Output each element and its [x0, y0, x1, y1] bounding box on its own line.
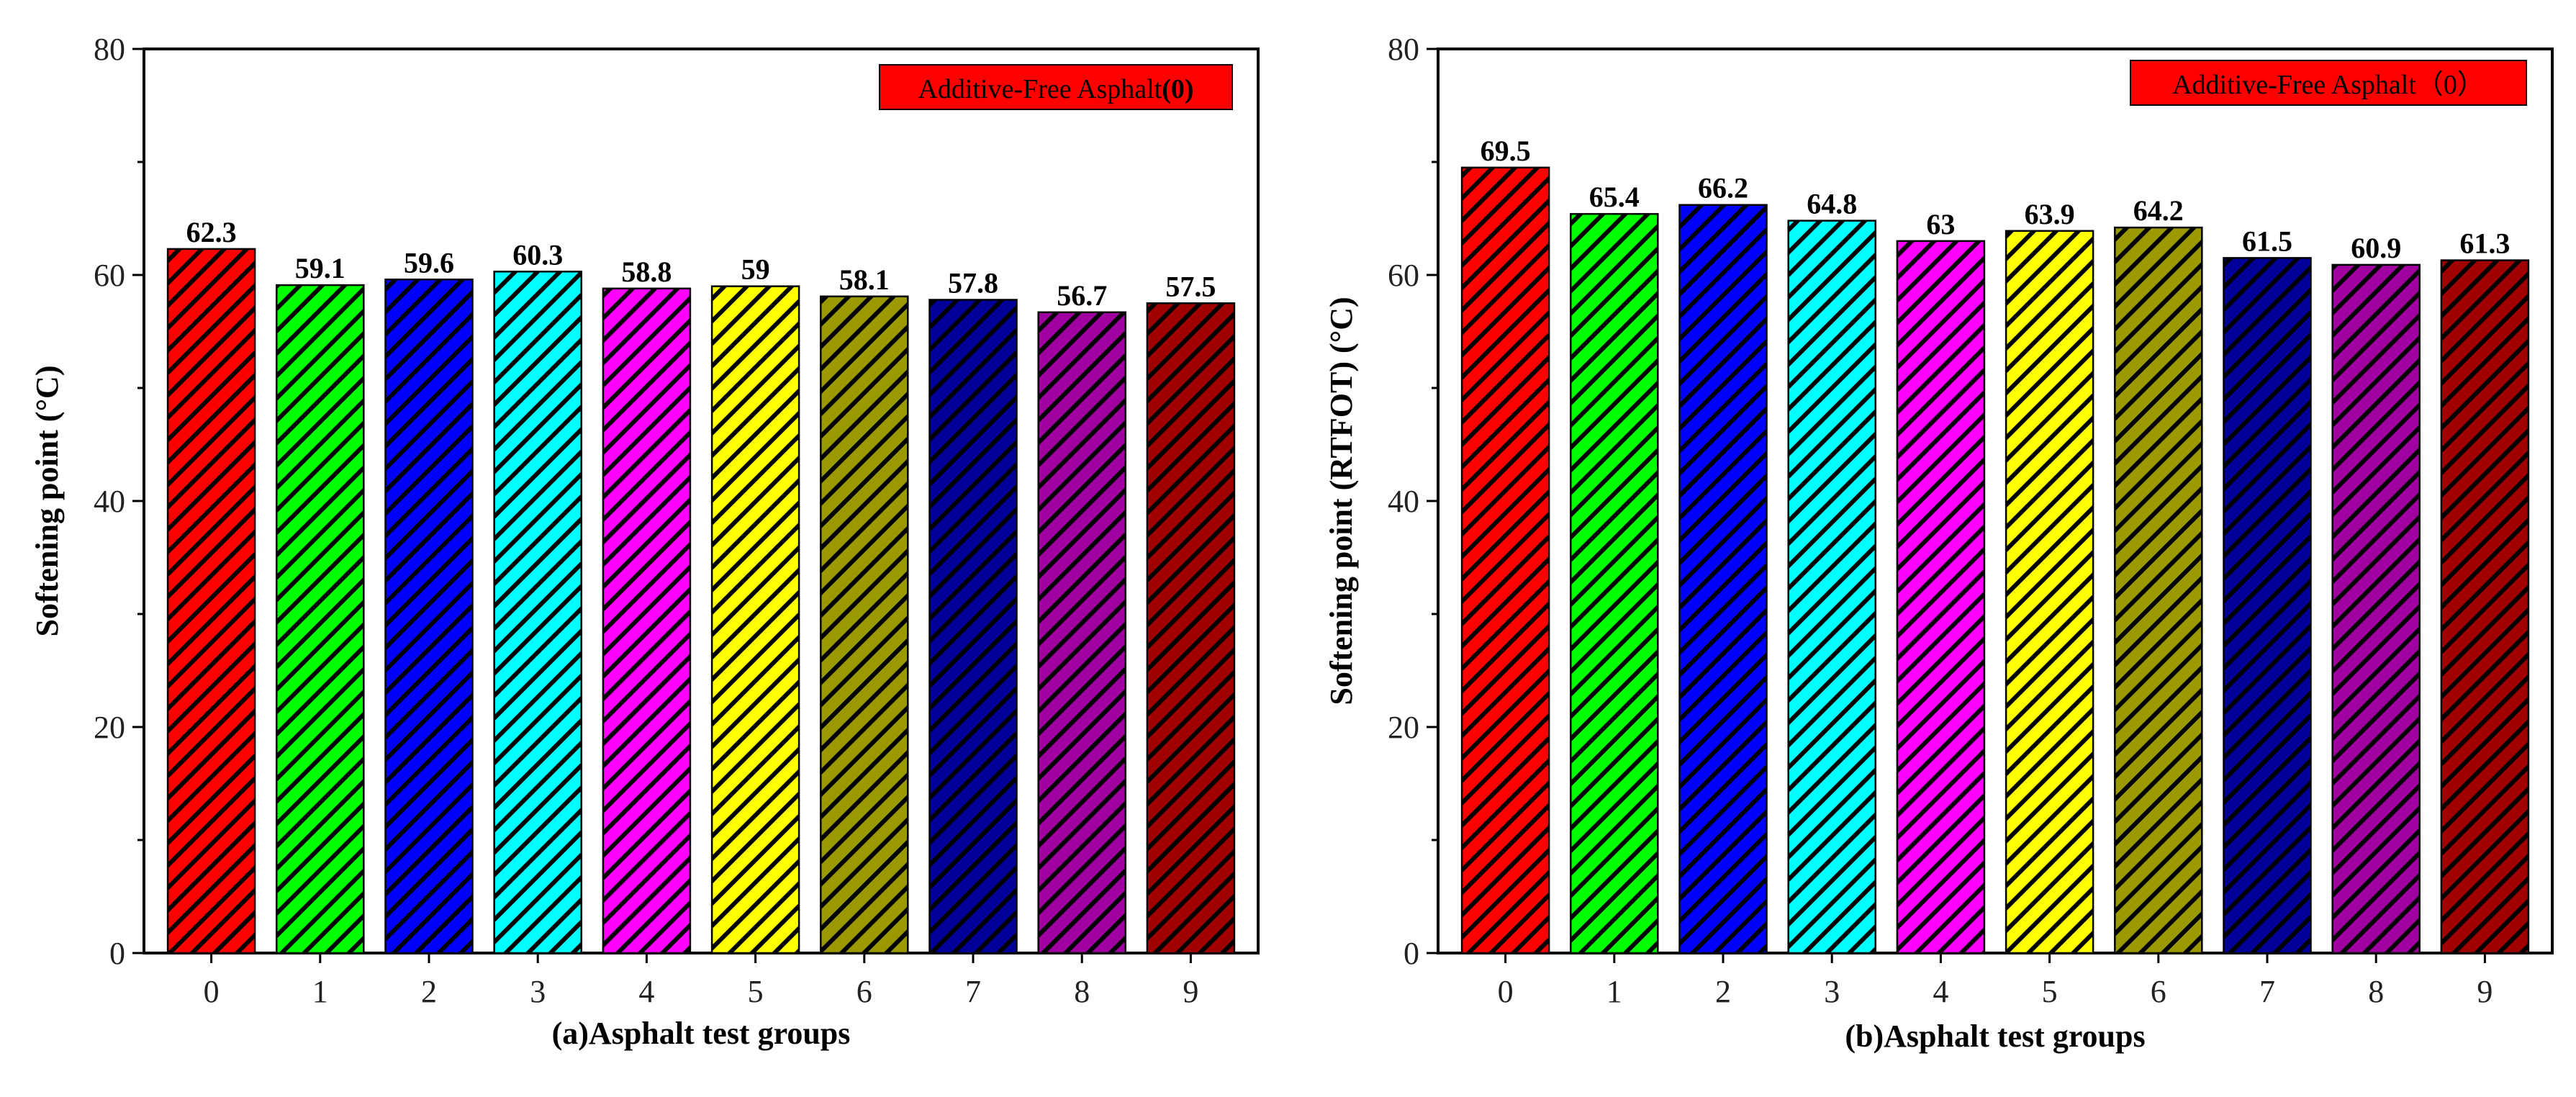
x-tick-label-a-5: 5 [748, 974, 764, 1009]
x-tick-label-b-8: 8 [2368, 974, 2384, 1009]
legend-label-b: Additive-Free Asphalt [2172, 70, 2416, 100]
x-axis-title-a: (a)Asphalt test groups [552, 1016, 851, 1051]
legend-b: Additive-Free Asphalt（0） [2130, 60, 2527, 106]
bar-b-6 [2114, 226, 2203, 954]
data-label-b-8: 60.9 [2351, 232, 2401, 264]
data-label-b-9: 61.3 [2459, 227, 2510, 260]
y-tick-label-b-60: 60 [1388, 258, 1419, 293]
value-labels-a: 62.3 59.1 59.6 60.3 58.8 59 58.1 57.8 56.7 57.5 [186, 216, 1216, 312]
data-label-a-8: 56.7 [1057, 279, 1107, 312]
data-label-a-4: 58.8 [621, 256, 672, 288]
data-label-b-6: 64.2 [2133, 194, 2184, 227]
x-tick-label-a-2: 2 [421, 974, 437, 1009]
x-tick-label-b-0: 0 [1498, 974, 1514, 1009]
bar-b-7 [2223, 257, 2312, 954]
bar-b-1 [1570, 212, 1659, 954]
x-tick-label-b-6: 6 [2151, 974, 2166, 1009]
legend-text-a: Additive-Free Asphalt(0) [918, 74, 1193, 104]
legend-a: Additive-Free Asphalt(0) [879, 64, 1233, 110]
x-axis-a: 0 1 2 3 4 5 6 7 8 9 [204, 953, 1198, 1009]
y-axis-a: 0 20 40 60 80 [94, 32, 144, 971]
legend-suffix-b: （0） [2416, 70, 2485, 100]
y-tick-label-a-20: 20 [94, 710, 125, 745]
x-tick-label-b-1: 1 [1606, 974, 1622, 1009]
x-tick-label-a-4: 4 [638, 974, 654, 1009]
data-label-a-7: 57.8 [948, 267, 998, 299]
x-tick-label-b-3: 3 [1824, 974, 1840, 1009]
bar-b-5 [2005, 230, 2094, 954]
data-label-b-2: 66.2 [1698, 172, 1748, 204]
x-tick-label-a-3: 3 [530, 974, 546, 1009]
y-tick-label-a-80: 80 [94, 32, 125, 67]
y-tick-label-a-40: 40 [94, 484, 125, 519]
bar-a-8 [1037, 311, 1126, 954]
bar-b-3 [1787, 220, 1876, 954]
data-label-a-9: 57.5 [1165, 270, 1216, 302]
x-axis-b: 0 1 2 3 4 5 6 7 8 9 [1498, 953, 2493, 1009]
bar-a-6 [820, 295, 909, 954]
data-label-a-1: 59.1 [295, 252, 345, 284]
y-tick-label-b-80: 80 [1388, 32, 1419, 67]
y-tick-label-a-60: 60 [94, 258, 125, 293]
x-tick-label-b-9: 9 [2477, 974, 2493, 1009]
bar-a-9 [1146, 302, 1236, 954]
x-tick-label-a-8: 8 [1074, 974, 1090, 1009]
y-tick-label-b-20: 20 [1388, 710, 1419, 745]
data-label-a-0: 62.3 [186, 216, 237, 248]
legend-swatch-a [879, 64, 1233, 110]
data-label-a-5: 59 [741, 253, 770, 286]
bar-b-0 [1460, 166, 1550, 954]
x-tick-label-b-2: 2 [1715, 974, 1731, 1009]
data-label-b-3: 64.8 [1807, 188, 1857, 220]
bars-a [166, 248, 1236, 954]
bar-b-8 [2331, 263, 2421, 954]
data-label-a-3: 60.3 [512, 238, 563, 271]
legend-suffix-a: (0) [1162, 74, 1193, 104]
legend-text-b: Additive-Free Asphalt（0） [2172, 70, 2485, 100]
bar-a-0 [166, 248, 256, 954]
legend-swatch-b [2130, 60, 2527, 106]
bar-b-9 [2440, 259, 2530, 954]
y-axis-title-a: Softening point (°C) [30, 366, 65, 637]
x-tick-label-a-0: 0 [204, 974, 220, 1009]
x-tick-label-a-7: 7 [965, 974, 981, 1009]
data-label-b-4: 63 [1926, 208, 1955, 240]
bar-a-7 [928, 299, 1018, 954]
y-axis-b: 0 20 40 60 80 [1388, 32, 1438, 971]
data-label-b-5: 63.9 [2025, 198, 2075, 230]
value-labels-b: 69.5 65.4 66.2 64.8 63 63.9 64.2 61.5 60.9 61.3 [1481, 135, 2511, 264]
data-label-b-1: 65.4 [1589, 181, 1640, 213]
data-label-b-7: 61.5 [2242, 225, 2292, 257]
bar-a-3 [493, 271, 582, 954]
x-tick-label-b-5: 5 [2042, 974, 2058, 1009]
y-axis-title-b: Softening point (RTFOT) (°C) [1324, 297, 1359, 705]
data-label-a-2: 59.6 [404, 246, 454, 279]
bar-b-4 [1896, 240, 1986, 954]
y-tick-label-b-40: 40 [1388, 484, 1419, 519]
data-label-a-6: 58.1 [839, 263, 890, 296]
bar-a-1 [276, 284, 365, 954]
x-axis-title-b: (b)Asphalt test groups [1845, 1019, 2145, 1054]
y-tick-label-a-0: 0 [109, 936, 125, 971]
bars-b [1460, 166, 2530, 954]
x-tick-label-b-4: 4 [1933, 974, 1948, 1009]
x-tick-label-a-9: 9 [1183, 974, 1198, 1009]
chart-panel-a: 62.359.1 59.6 60.358.8 59 58.1 57.8 56.7 57.5 0… [30, 32, 1260, 1051]
x-tick-label-b-7: 7 [2259, 974, 2275, 1009]
y-tick-label-b-0: 0 [1404, 936, 1419, 971]
x-tick-label-a-1: 1 [312, 974, 328, 1009]
bar-b-2 [1678, 204, 1768, 954]
bar-a-4 [602, 287, 692, 954]
chart-panel-b: 69.565.4 66.2 64.863 63.9 64.261.5 60.9 61.3 0… [1324, 32, 2554, 1054]
legend-label-a: Additive-Free Asphalt [918, 74, 1162, 104]
x-tick-label-a-6: 6 [857, 974, 872, 1009]
bar-a-5 [710, 285, 800, 954]
bar-a-2 [384, 279, 474, 954]
data-label-b-0: 69.5 [1481, 135, 1531, 167]
